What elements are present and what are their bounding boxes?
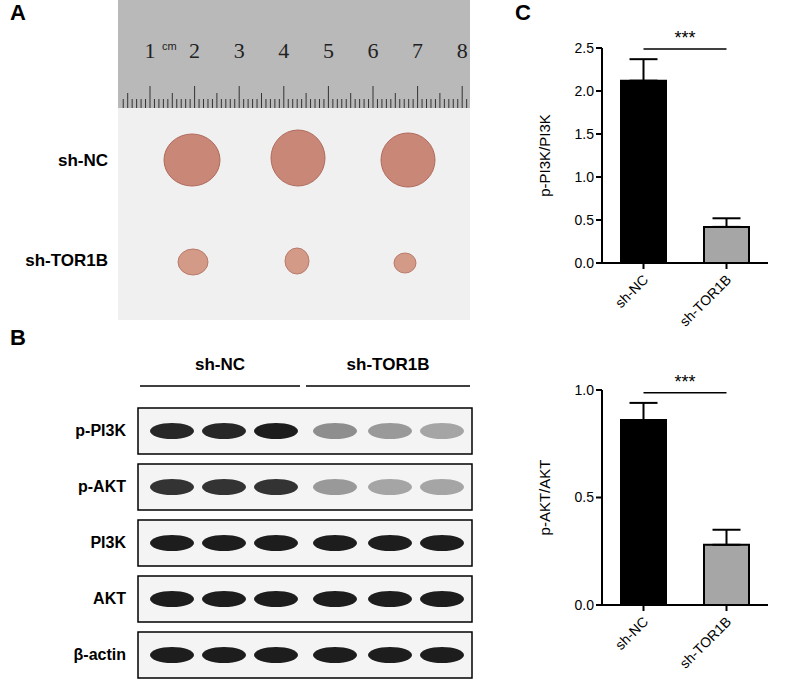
svg-text:sh-TOR1B: sh-TOR1B	[676, 613, 734, 671]
svg-text:1.5: 1.5	[575, 126, 595, 142]
svg-text:sh-NC: sh-NC	[58, 151, 108, 170]
svg-text:***: ***	[674, 372, 695, 392]
svg-text:sh-TOR1B: sh-TOR1B	[676, 271, 734, 329]
svg-text:p-AKT: p-AKT	[78, 478, 126, 495]
svg-text:1: 1	[145, 38, 156, 63]
svg-text:1.0: 1.0	[575, 382, 595, 398]
svg-text:2: 2	[189, 38, 200, 63]
svg-text:0.0: 0.0	[575, 597, 595, 613]
html-text:B: B	[10, 325, 26, 350]
svg-text:2.5: 2.5	[575, 40, 595, 56]
svg-text:3: 3	[234, 38, 245, 63]
svg-text:0.5: 0.5	[575, 489, 595, 505]
svg-text:sh-TOR1B: sh-TOR1B	[25, 251, 108, 270]
svg-text:5: 5	[323, 38, 334, 63]
svg-text:1.0: 1.0	[575, 169, 595, 185]
svg-text:sh-TOR1B: sh-TOR1B	[347, 355, 430, 374]
svg-text:0.5: 0.5	[575, 212, 595, 228]
svg-text:sh-NC: sh-NC	[195, 355, 245, 374]
svg-text:0.0: 0.0	[575, 255, 595, 271]
svg-text:6: 6	[368, 38, 379, 63]
svg-text:p-PI3K: p-PI3K	[75, 422, 126, 439]
svg-text:sh-NC: sh-NC	[612, 613, 651, 652]
svg-text:2.0: 2.0	[575, 83, 595, 99]
svg-text:sh-NC: sh-NC	[612, 271, 651, 310]
html-text:A: A	[10, 0, 26, 25]
svg-text:cm: cm	[162, 40, 177, 52]
svg-text:7: 7	[412, 38, 423, 63]
html-text:C: C	[515, 0, 531, 25]
svg-text:β-actin: β-actin	[74, 646, 126, 663]
svg-text:8: 8	[457, 38, 468, 63]
svg-text:AKT: AKT	[93, 590, 126, 607]
svg-text:p-PI3K/PI3K: p-PI3K/PI3K	[536, 114, 553, 197]
svg-text:PI3K: PI3K	[90, 534, 126, 551]
svg-text:***: ***	[674, 28, 695, 48]
svg-text:p-AKT/AKT: p-AKT/AKT	[536, 460, 553, 536]
svg-text:4: 4	[278, 38, 289, 63]
